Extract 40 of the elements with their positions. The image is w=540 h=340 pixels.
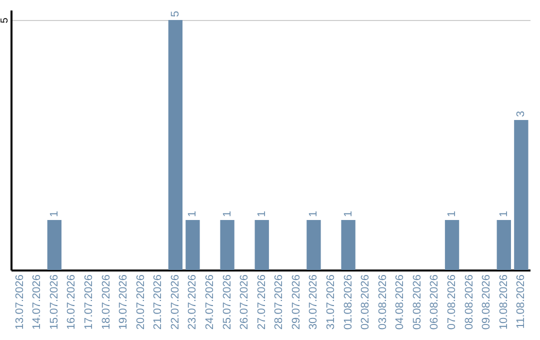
x-tick-label: 10.08.2026 — [498, 274, 510, 330]
data-label: 1 — [48, 210, 60, 217]
data-label: 1 — [186, 210, 199, 217]
x-tick-label: 01.08.2026 — [342, 274, 354, 330]
data-label: 1 — [342, 210, 354, 217]
x-tick-label: 18.07.2026 — [100, 274, 112, 330]
x-tick-label: 07.08.2026 — [446, 274, 458, 330]
x-tick-label: 14.07.2026 — [31, 274, 44, 330]
x-tick-label: 04.08.2026 — [394, 274, 406, 330]
x-tick-label: 22.07.2026 — [169, 274, 182, 330]
data-label: 1 — [446, 210, 458, 217]
x-tick-label: 30.07.2026 — [308, 274, 320, 330]
x-tick-label: 31.07.2026 — [325, 274, 338, 330]
x-tick-label: 05.08.2026 — [411, 274, 424, 330]
data-label: 1 — [498, 210, 510, 217]
x-tick-label: 23.07.2026 — [186, 274, 199, 330]
data-label: 5 — [169, 10, 182, 17]
x-tick-label: 16.07.2026 — [66, 274, 78, 330]
data-label: 1 — [256, 210, 268, 217]
x-tick-label: 08.08.2026 — [463, 274, 476, 330]
x-tick-label: 25.07.2026 — [221, 274, 234, 330]
x-tick-label: 09.08.2026 — [480, 274, 493, 330]
x-tick-label: 02.08.2026 — [360, 274, 372, 330]
x-tick-label: 13.07.2026 — [14, 274, 26, 330]
x-tick-label: 29.07.2026 — [290, 274, 302, 330]
x-tick-label: 20.07.2026 — [134, 274, 147, 330]
x-tick-label: 11.08.2026 — [515, 274, 528, 329]
x-tick-label: 17.07.2026 — [82, 274, 95, 330]
x-tick-label: 21.07.2026 — [152, 274, 164, 330]
x-tick-label: 24.07.2026 — [204, 274, 216, 330]
x-tick-label: 19.07.2026 — [118, 274, 130, 330]
x-tick-label: 28.07.2026 — [273, 274, 286, 330]
data-label: 1 — [308, 210, 320, 217]
x-tick-label: 15.07.2026 — [48, 274, 60, 330]
x-tick-label: 03.08.2026 — [376, 274, 389, 330]
x-tick-label: 26.07.2026 — [238, 274, 251, 330]
data-label: 3 — [515, 110, 528, 117]
x-tick-label: 06.08.2026 — [428, 274, 441, 330]
data-label: 1 — [221, 210, 234, 217]
x-tick-label: 27.07.2026 — [256, 274, 268, 330]
